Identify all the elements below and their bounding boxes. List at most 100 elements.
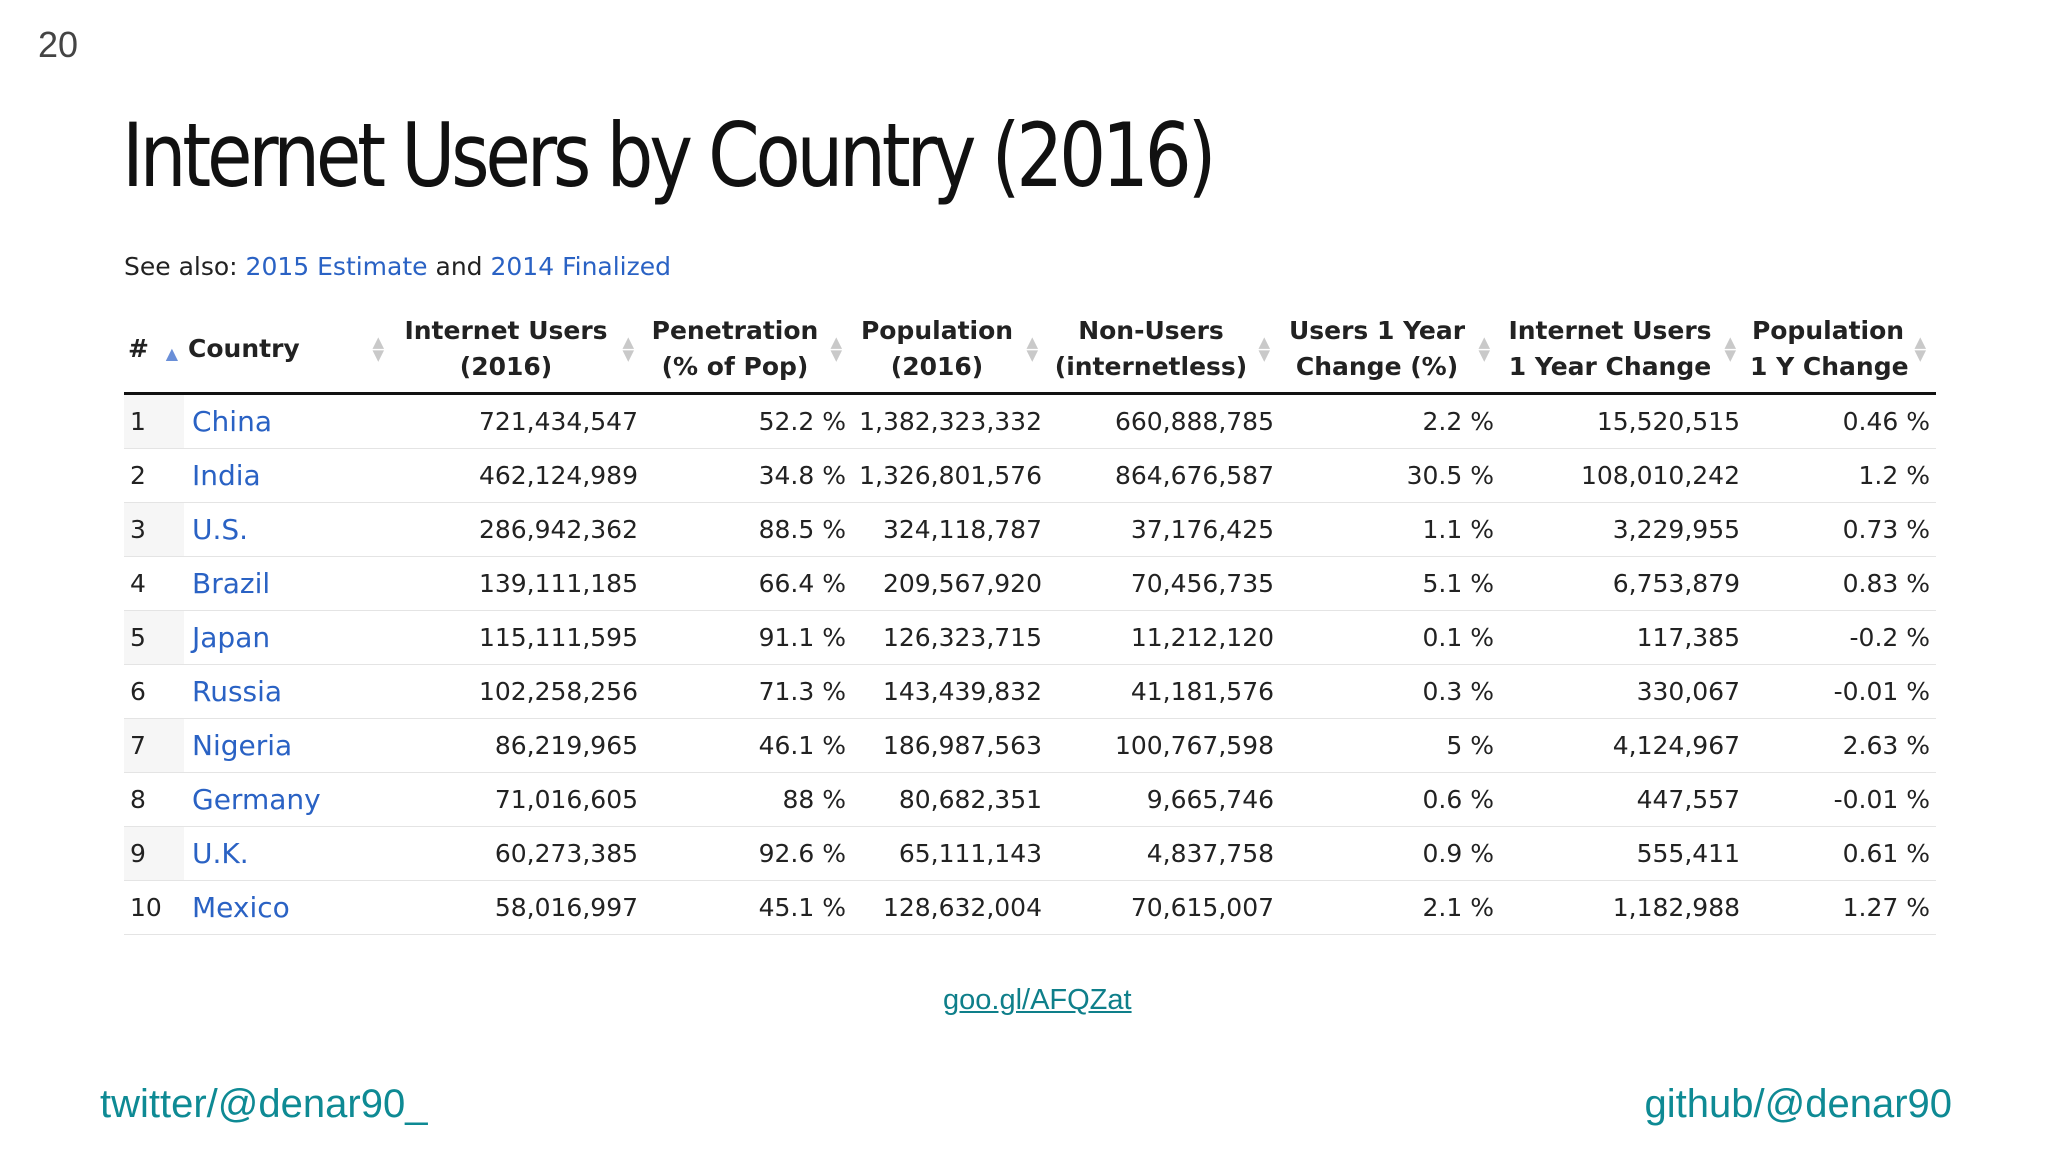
table-row: 4 Brazil 139,111,185 66.4 % 209,567,920 … [124,556,1936,611]
header-users-change-pct[interactable]: Users 1 Year Change (%) ▲ ▼ [1280,306,1500,395]
table-row: 2 India 462,124,989 34.8 % 1,326,801,576… [124,448,1936,503]
cell-rank: 2 [124,448,184,503]
cell-users-change-abs: 15,520,515 [1500,393,1746,449]
header-internet-users[interactable]: Internet Users (2016) ▲ ▼ [394,306,644,395]
cell-population: 209,567,920 [852,556,1048,611]
cell-rank: 3 [124,502,184,557]
cell-population-change: -0.01 % [1746,772,1936,827]
slide-number: 20 [38,24,79,65]
cell-population: 126,323,715 [852,610,1048,665]
cell-internet-users: 139,111,185 [394,556,644,611]
header-label: Penetration [651,316,819,345]
cell-penetration: 71.3 % [644,664,852,719]
cell-rank: 8 [124,772,184,827]
cell-penetration: 91.1 % [644,610,852,665]
cell-users-change-pct: 0.9 % [1280,826,1500,881]
header-label: Internet Users [404,316,608,345]
see-also-prefix: See also: [124,252,238,281]
cell-internet-users: 462,124,989 [394,448,644,503]
header-rank[interactable]: # ▲ [124,306,184,395]
cell-population: 80,682,351 [852,772,1048,827]
cell-country-link[interactable]: Brazil [184,556,394,611]
cell-country-link[interactable]: U.K. [184,826,394,881]
header-label: Users 1 Year [1288,316,1466,345]
cell-users-change-pct: 2.2 % [1280,393,1500,449]
cell-population-change: 0.46 % [1746,393,1936,449]
cell-non-users: 100,767,598 [1048,718,1280,773]
header-label: (2016) [459,352,553,381]
data-table: # ▲ Country ▲ ▼ Internet Users (2016) ▲ ▼ … [124,306,1936,935]
cell-country-link[interactable]: Mexico [184,880,394,935]
cell-rank: 4 [124,556,184,611]
cell-non-users: 864,676,587 [1048,448,1280,503]
cell-non-users: 37,176,425 [1048,502,1280,557]
header-label: Internet Users [1508,316,1712,345]
cell-users-change-abs: 6,753,879 [1500,556,1746,611]
header-population-change[interactable]: Population 1 Y Change ▲ ▼ [1746,306,1936,395]
cell-rank: 1 [124,393,184,449]
cell-population: 1,382,323,332 [852,393,1048,449]
cell-country-link[interactable]: China [184,393,394,449]
header-population[interactable]: Population (2016) ▲ ▼ [852,306,1048,395]
cell-population-change: 0.83 % [1746,556,1936,611]
cell-penetration: 88 % [644,772,852,827]
internet-users-table: # ▲ Country ▲ ▼ Internet Users (2016) ▲ ▼ … [124,306,1936,935]
cell-country-link[interactable]: Japan [184,610,394,665]
header-label: 1 Y Change [1750,352,1909,381]
cell-internet-users: 102,258,256 [394,664,644,719]
cell-penetration: 92.6 % [644,826,852,881]
cell-non-users: 41,181,576 [1048,664,1280,719]
see-also: See also: 2015 Estimate and 2014 Finaliz… [124,252,671,281]
table-row: 7 Nigeria 86,219,965 46.1 % 186,987,563 … [124,718,1936,773]
cell-penetration: 45.1 % [644,880,852,935]
header-country[interactable]: Country ▲ ▼ [184,306,394,395]
link-2015-estimate[interactable]: 2015 Estimate [245,252,428,281]
header-label: (2016) [890,352,984,381]
cell-country-link[interactable]: U.S. [184,502,394,557]
cell-population-change: -0.2 % [1746,610,1936,665]
page-title: Internet Users by Country (2016) [122,104,1216,207]
cell-users-change-abs: 1,182,988 [1500,880,1746,935]
cell-population-change: 1.2 % [1746,448,1936,503]
header-row: # ▲ Country ▲ ▼ Internet Users (2016) ▲ ▼ … [124,306,1936,395]
footer-github: github/@denar90 [1644,1082,1953,1126]
cell-country-link[interactable]: Germany [184,772,394,827]
header-penetration[interactable]: Penetration (% of Pop) ▲ ▼ [644,306,852,395]
table-row: 6 Russia 102,258,256 71.3 % 143,439,832 … [124,664,1936,719]
cell-population: 128,632,004 [852,880,1048,935]
header-non-users[interactable]: Non-Users (internetless) ▲ ▼ [1048,306,1280,395]
cell-penetration: 34.8 % [644,448,852,503]
cell-population-change: -0.01 % [1746,664,1936,719]
cell-rank: 10 [124,880,184,935]
cell-users-change-pct: 0.3 % [1280,664,1500,719]
source-link[interactable]: goo.gl/AFQZat [943,984,1132,1016]
sort-icon: ▲ ▼ [1258,333,1270,364]
cell-internet-users: 721,434,547 [394,393,644,449]
header-label: Population [1751,316,1905,345]
cell-users-change-abs: 108,010,242 [1500,448,1746,503]
cell-country-link[interactable]: Nigeria [184,718,394,773]
header-label: Population [860,316,1014,345]
sort-icon: ▲ ▼ [1478,333,1490,364]
cell-users-change-pct: 30.5 % [1280,448,1500,503]
cell-rank: 5 [124,610,184,665]
cell-users-change-abs: 447,557 [1500,772,1746,827]
cell-country-link[interactable]: Russia [184,664,394,719]
cell-rank: 7 [124,718,184,773]
cell-rank: 6 [124,664,184,719]
cell-population: 143,439,832 [852,664,1048,719]
cell-non-users: 70,615,007 [1048,880,1280,935]
table-row: 9 U.K. 60,273,385 92.6 % 65,111,143 4,83… [124,826,1936,881]
table-row: 3 U.S. 286,942,362 88.5 % 324,118,787 37… [124,502,1936,557]
cell-rank: 9 [124,826,184,881]
cell-country-link[interactable]: India [184,448,394,503]
table-row: 1 China 721,434,547 52.2 % 1,382,323,332… [124,393,1936,449]
cell-users-change-pct: 0.1 % [1280,610,1500,665]
cell-users-change-pct: 5 % [1280,718,1500,773]
link-2014-finalized[interactable]: 2014 Finalized [490,252,672,281]
cell-population: 324,118,787 [852,502,1048,557]
header-users-change-abs[interactable]: Internet Users 1 Year Change ▲ ▼ [1500,306,1746,395]
sort-ascending-icon: ▲ [165,344,178,363]
sort-icon: ▲ ▼ [830,333,842,364]
table-row: 10 Mexico 58,016,997 45.1 % 128,632,004 … [124,880,1936,935]
